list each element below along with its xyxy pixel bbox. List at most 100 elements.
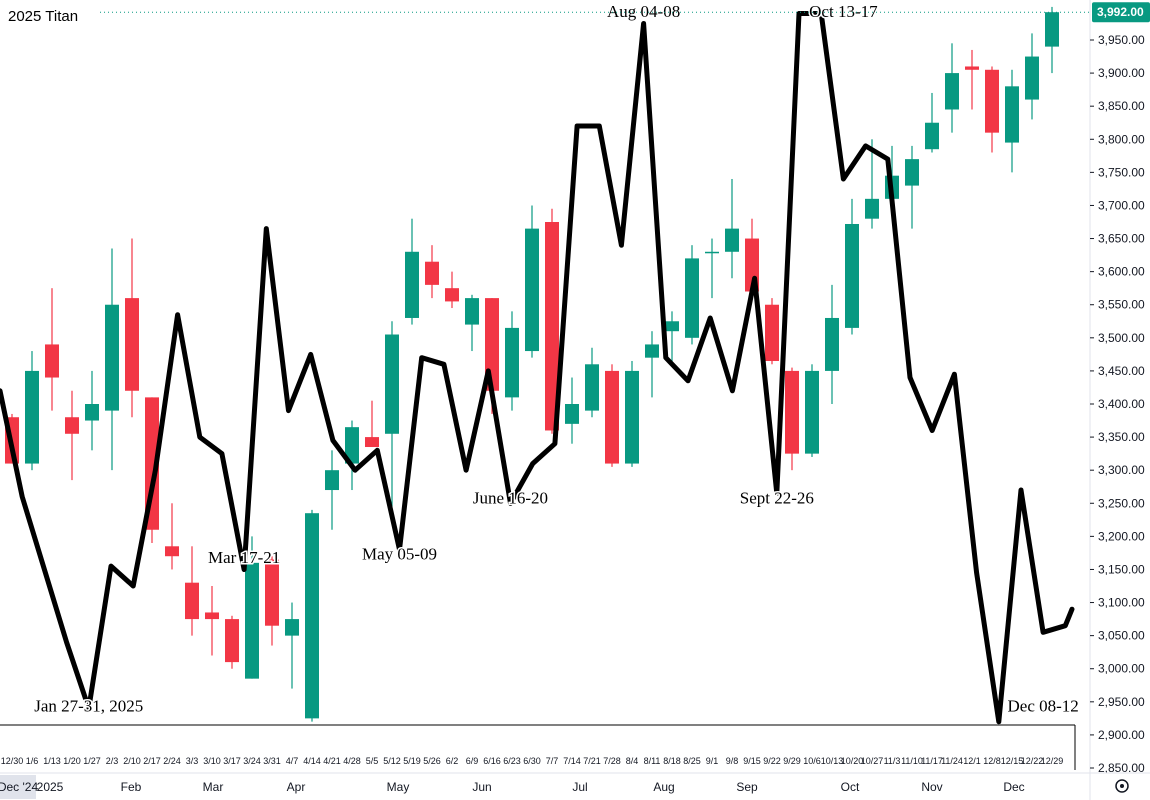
price-tick-label: 3,000.00 <box>1098 662 1145 676</box>
candle <box>1025 33 1039 120</box>
candle-body <box>285 619 299 636</box>
settings-gear-icon[interactable] <box>1115 779 1129 793</box>
week-tick-label: 12/1 <box>963 756 981 766</box>
candle-body <box>985 69 999 133</box>
chart-title: 2025 Titan <box>8 8 78 25</box>
price-tick-label: 2,850.00 <box>1098 761 1145 775</box>
month-tick-label: Mar <box>203 780 224 794</box>
candle-body <box>865 198 879 219</box>
week-tick-label: 12/30 <box>1 756 24 766</box>
overlay-line-layer <box>0 11 1075 725</box>
week-tick-label: 1/6 <box>26 756 39 766</box>
price-tick-label: 3,950.00 <box>1098 33 1145 47</box>
candle-body <box>905 159 919 186</box>
week-tick-label: 11/17 <box>921 756 943 766</box>
candle-body <box>345 427 359 464</box>
week-tick-label: 8/4 <box>626 756 639 766</box>
week-tick-label: 8/11 <box>644 756 661 766</box>
candle <box>345 420 359 491</box>
candle-body <box>585 364 599 411</box>
month-tick-label: 2025 <box>37 780 64 794</box>
candle-body <box>605 370 619 464</box>
candle-body <box>305 513 319 719</box>
candle-body <box>505 327 519 398</box>
week-tick-label: 9/22 <box>763 756 781 766</box>
candle-body <box>65 417 79 434</box>
week-tick-label: 3/10 <box>203 756 221 766</box>
annotation-label: Dec 08-12 <box>1008 697 1079 716</box>
price-tick-label: 3,650.00 <box>1098 232 1145 246</box>
candle <box>565 377 579 444</box>
candle-body <box>225 619 239 663</box>
candle <box>105 248 119 471</box>
candle <box>65 390 79 481</box>
month-tick-label: Oct <box>841 780 860 794</box>
week-tick-label: 6/9 <box>466 756 479 766</box>
candle <box>165 503 179 570</box>
candle <box>85 370 99 451</box>
candle-body <box>1005 86 1019 143</box>
candle-body <box>665 321 679 332</box>
price-tick-label: 2,900.00 <box>1098 728 1145 742</box>
candle <box>445 271 459 309</box>
week-tick-label: 10/20 <box>841 756 864 766</box>
candle <box>125 238 139 418</box>
month-tick-label: Dec '24 <box>0 780 38 794</box>
candle <box>725 178 739 279</box>
candle-body <box>845 223 859 328</box>
candle-body <box>685 258 699 338</box>
candle <box>1045 6 1059 74</box>
candle-body <box>325 470 339 491</box>
candle <box>545 208 559 434</box>
week-tick-label: 7/28 <box>603 756 621 766</box>
price-axis[interactable]: 3,950.00 3,900.00 3,850.00 3,800.00 3,750.00… <box>1089 0 1145 800</box>
candle <box>45 288 59 411</box>
candle <box>25 351 39 471</box>
week-tick-label: 9/15 <box>743 756 761 766</box>
week-tick-label: 9/1 <box>706 756 719 766</box>
week-tick-label: 1/27 <box>83 756 101 766</box>
week-tick-label: 7/21 <box>583 756 601 766</box>
candle-body <box>125 298 139 391</box>
candle-body <box>405 251 419 318</box>
week-tick-label: 5/12 <box>383 756 401 766</box>
month-tick-label: Jun <box>472 780 491 794</box>
price-tick-label: 3,700.00 <box>1098 198 1145 212</box>
candle-body <box>445 288 459 302</box>
candle-body <box>525 228 539 352</box>
month-tick-label: Jul <box>572 780 587 794</box>
month-tick-label: Aug <box>653 780 674 794</box>
candle <box>625 360 639 467</box>
week-tick-label: 5/26 <box>423 756 441 766</box>
week-tick-label: 2/24 <box>163 756 181 766</box>
price-tick-label: 2,950.00 <box>1098 695 1145 709</box>
candle <box>705 238 719 299</box>
price-tick-label: 3,350.00 <box>1098 430 1145 444</box>
price-tick-label: 3,850.00 <box>1098 99 1145 113</box>
candle <box>305 509 319 722</box>
month-tick-label: May <box>387 780 410 794</box>
annotation-label: Sept 22-26 <box>740 488 814 507</box>
week-tick-label: 3/17 <box>223 756 241 766</box>
time-axis[interactable]: 12/30 1/6 1/13 1/20 1/27 2/3 2/10 2/17 2/24 3/3 3/… <box>0 724 1150 799</box>
week-tick-label: 6/16 <box>483 756 501 766</box>
week-tick-label: 8/25 <box>683 756 701 766</box>
candle-body <box>425 261 439 285</box>
candle-body <box>45 344 59 378</box>
price-tick-label: 3,750.00 <box>1098 165 1145 179</box>
week-tick-label: 11/24 <box>941 756 963 766</box>
week-tick-label: 8/18 <box>663 756 681 766</box>
week-tick-label: 11/3 <box>884 756 901 766</box>
candle <box>265 556 279 646</box>
candle-body <box>925 122 939 150</box>
week-tick-label: 2/10 <box>123 756 141 766</box>
week-tick-label: 7/14 <box>563 756 581 766</box>
candle-body <box>485 298 499 391</box>
price-tick-label: 3,800.00 <box>1098 132 1145 146</box>
candle <box>245 536 259 679</box>
price-tick-label: 3,450.00 <box>1098 364 1145 378</box>
current-price-tag: 3,992.00 <box>100 2 1150 23</box>
seasonality-line <box>0 11 1075 725</box>
candle-body <box>185 582 199 620</box>
